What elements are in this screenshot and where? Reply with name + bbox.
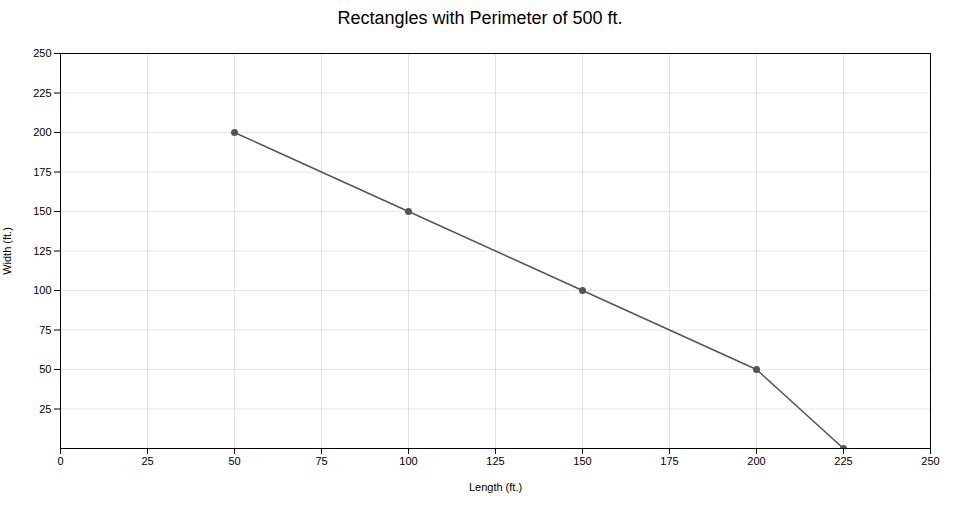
svg-text:200: 200 (33, 126, 51, 138)
svg-text:175: 175 (33, 166, 51, 178)
svg-text:25: 25 (39, 403, 51, 415)
svg-text:150: 150 (573, 455, 591, 467)
svg-text:100: 100 (399, 455, 417, 467)
svg-text:Width (ft.): Width (ft.) (1, 227, 13, 275)
svg-text:25: 25 (141, 455, 153, 467)
svg-text:225: 225 (834, 455, 852, 467)
svg-text:50: 50 (228, 455, 240, 467)
svg-text:200: 200 (747, 455, 765, 467)
svg-text:50: 50 (39, 363, 51, 375)
svg-text:125: 125 (486, 455, 504, 467)
svg-text:225: 225 (33, 87, 51, 99)
svg-text:0: 0 (57, 455, 63, 467)
svg-text:75: 75 (315, 455, 327, 467)
svg-text:100: 100 (33, 284, 51, 296)
svg-text:Length (ft.): Length (ft.) (469, 481, 522, 493)
svg-text:125: 125 (33, 245, 51, 257)
svg-text:250: 250 (921, 455, 939, 467)
svg-text:175: 175 (660, 455, 678, 467)
html-text:Rectangles with Perimeter of 5: Rectangles with Perimeter of 500 ft. (337, 8, 623, 28)
svg-text:250: 250 (33, 47, 51, 59)
svg-text:75: 75 (39, 324, 51, 336)
svg-text:150: 150 (33, 205, 51, 217)
